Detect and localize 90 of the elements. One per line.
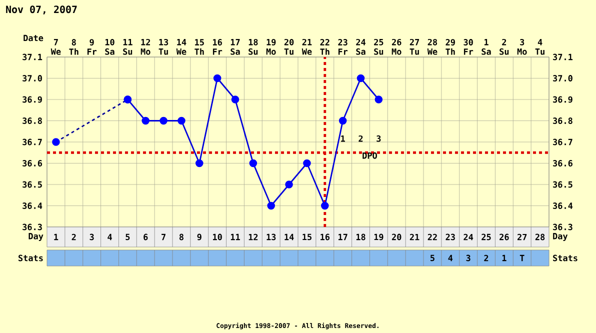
text: Stats [18, 254, 43, 262]
y2-tick-label: 37.1 [553, 54, 573, 60]
y-tick-label: 37.1 [22, 54, 42, 60]
x-tick-label: 27 Tu [410, 38, 420, 55]
y-tick-label: 36.9 [22, 96, 42, 103]
x-tick-label: 22 Th [320, 39, 330, 55]
x2-tick-label: 16 [320, 234, 330, 240]
x2-tick-label: 4 [108, 234, 112, 240]
x-tick-label: 11 Su [123, 39, 132, 55]
x-tick-label: 19 Mo [266, 38, 276, 55]
x2-axis-title: Day [28, 233, 44, 241]
y2-tick-label: 36.6 [553, 160, 572, 166]
x-tick-label: 15 Th [194, 39, 204, 55]
x2-tick-label: 20 [392, 234, 402, 240]
y2-tick-label: 37.0 [553, 75, 572, 82]
y-tick-label: 37.0 [22, 75, 42, 82]
text: 2 [484, 254, 488, 262]
x-tick-label: 8 Th [69, 39, 78, 55]
y2-tick-label: 36.8 [553, 118, 572, 124]
x-tick-label: 13 Tu [158, 38, 168, 55]
x2-tick-label: 9 [197, 234, 202, 240]
annotation: 3 [376, 135, 381, 142]
x2-tick-label: 12 [248, 234, 258, 240]
x-tick-label: 3 Mo [517, 38, 527, 55]
text: 5 [430, 254, 434, 262]
x-tick-label: 17 Sa [230, 39, 240, 55]
x-tick-label: 1 Sa [482, 39, 491, 55]
x-tick-label: 7 We [50, 39, 61, 55]
x2-tick-label: 28 [535, 234, 545, 240]
y-tick-label: 36.7 [22, 138, 42, 146]
x-tick-label: 18 Su [248, 38, 258, 55]
x2-tick-label: 1 [54, 234, 58, 240]
x2-tick-label: 7 [162, 234, 166, 240]
y-tick-label: 36.3 [22, 224, 42, 230]
x2-tick-label: 2 [72, 234, 76, 240]
chart-title: Nov 07, 2007 [6, 6, 77, 14]
x-tick-label: 4 Tu [535, 39, 544, 55]
x2-tick-label: 8 [179, 234, 184, 240]
text: 4 [448, 254, 453, 262]
x-tick-label: 12 Mo [140, 38, 150, 55]
annotation: 1 [341, 136, 345, 142]
x-tick-label: 21 We [302, 38, 312, 55]
x2-tick-label: 21 [410, 234, 420, 240]
x2-tick-label: 18 [356, 234, 366, 240]
y-tick-label: 36.5 [22, 181, 42, 188]
y-tick-label: 36.4 [22, 202, 42, 209]
text: T [520, 254, 524, 262]
x2-tick-label: 10 [213, 234, 222, 240]
y2-tick-label: 36.7 [553, 138, 572, 146]
y-tick-label: 36.8 [22, 118, 42, 124]
x-tick-label: 20 Tu [284, 38, 294, 55]
x2-tick-label: 13 [266, 234, 276, 240]
x-tick-label: 23 Fr [338, 39, 348, 55]
text: Day [553, 233, 568, 241]
x2-tick-label: 14 [284, 234, 294, 240]
x2-tick-label: 25 [482, 234, 491, 240]
x2-tick-label: 26 [500, 234, 509, 240]
x2-tick-label: 27 [517, 234, 527, 240]
annotation: 2 [358, 135, 363, 142]
x2-tick-label: 19 [374, 234, 384, 240]
text: Stats [553, 254, 578, 262]
x-tick-label: 24 Sa [356, 38, 366, 55]
x-tick-label: 30 Fr [464, 39, 474, 55]
x-axis-title: Date [24, 34, 44, 42]
text: 1 [502, 254, 506, 262]
text: 3 [466, 254, 470, 262]
x-tick-label: 25 Su [374, 38, 384, 55]
x-tick-label: 10 Sa [105, 38, 114, 55]
y-tick-label: 36.6 [22, 160, 42, 166]
y2-tick-label: 36.9 [553, 96, 572, 103]
x-tick-label: 16 Fr [212, 39, 222, 55]
x-tick-label: 2 Su [500, 38, 509, 55]
x-tick-label: 28 We [427, 38, 438, 55]
x-tick-label: 14 We [176, 39, 186, 55]
x-tick-label: 29 Th [446, 39, 455, 55]
y2-tick-label: 36.5 [553, 181, 572, 188]
x2-tick-label: 22 [428, 234, 437, 240]
x2-tick-label: 5 [126, 234, 130, 240]
x2-tick-label: 17 [338, 234, 348, 240]
y2-tick-label: 36.4 [553, 202, 573, 209]
x-tick-label: 9 Fr [87, 39, 97, 55]
x2-tick-label: 24 [464, 234, 474, 240]
x-tick-label: 26 Mo [392, 38, 402, 55]
x2-tick-label: 23 [446, 234, 455, 240]
x2-tick-label: 11 [230, 234, 240, 240]
annotation: DPO [362, 152, 377, 159]
x2-tick-label: 3 [90, 234, 94, 240]
y2-tick-label: 36.3 [553, 224, 572, 230]
x2-tick-label: 15 [302, 234, 312, 240]
x2-tick-label: 6 [144, 234, 148, 240]
